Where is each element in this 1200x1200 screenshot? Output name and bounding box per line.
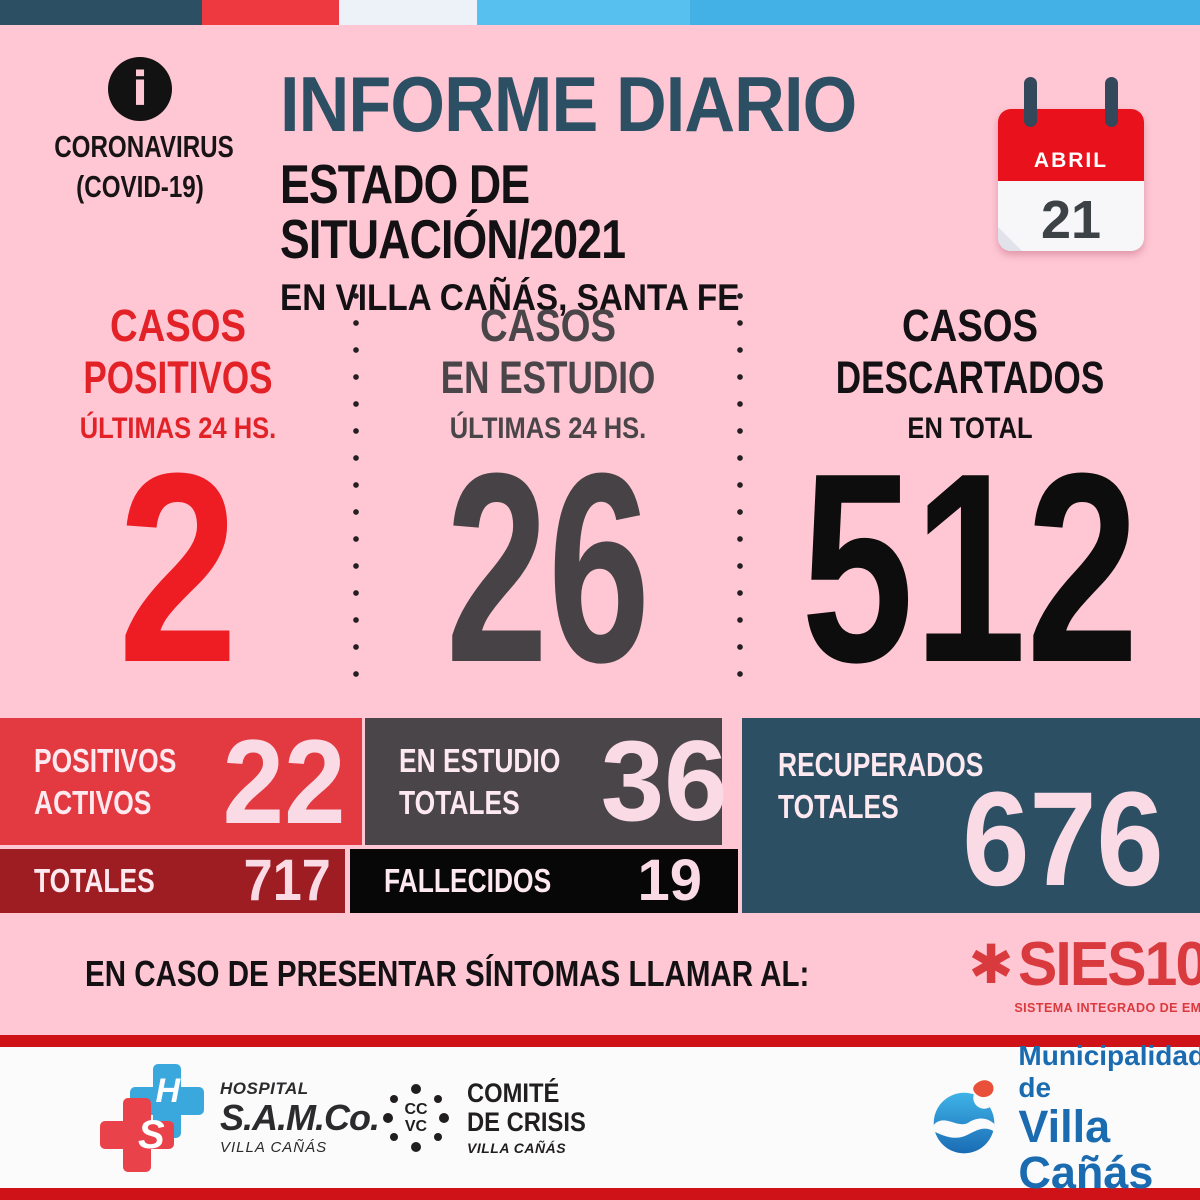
hospital-text: HOSPITAL S.A.M.Co. VILLA CAÑÁS — [220, 1079, 380, 1156]
municipality-line1: Municipalidad de — [1018, 1039, 1200, 1103]
calendar-folded-corner — [998, 227, 1022, 251]
emergency-call-section: EN CASO DE PRESENTAR SÍNTOMAS LLAMAR AL:… — [0, 913, 1200, 1035]
case-title-line2: POSITIVOS — [83, 352, 273, 404]
comite-monogram-bottom: VC — [405, 1118, 428, 1135]
dotted-divider-left — [353, 293, 359, 695]
box-en-estudio-totales: EN ESTUDIO TOTALES 36 — [365, 718, 728, 845]
label-line2: TOTALES — [778, 787, 899, 825]
report-title: INFORME DIARIO — [280, 60, 857, 148]
box-positivos-activos: POSITIVOS ACTIVOS 22 — [0, 718, 362, 845]
comite-de-crisis-logo: CC VC COMITÉ DE CRISIS VILLA CAÑÁS — [379, 1077, 927, 1157]
case-title-line1: CASOS — [479, 300, 617, 351]
hospital-line1: HOSPITAL — [220, 1079, 309, 1099]
label-line1: RECUPERADOS — [778, 746, 984, 783]
hospital-line3: VILLA CAÑÁS — [220, 1138, 328, 1156]
info-icon-glyph: i — [132, 62, 148, 116]
calendar-icon: ABRIL 21 — [998, 53, 1144, 251]
box-label: FALLECIDOS — [384, 862, 552, 900]
case-subtitle: EN TOTAL — [907, 412, 1033, 446]
calendar-day: 21 — [1040, 190, 1102, 250]
report-subtitle: ESTADO DE SITUACIÓN/2021 — [280, 153, 626, 270]
box-label: TOTALES — [34, 862, 155, 900]
label-line1: POSITIVOS — [34, 741, 177, 779]
case-card-descartados: CASOS DESCARTADOS EN TOTAL 512 — [740, 270, 1200, 718]
daily-cases-section: CASOS POSITIVOS ÚLTIMAS 24 HS. 2 CASOS E… — [0, 270, 1200, 718]
hospital-cross-icon: H S — [100, 1063, 204, 1172]
sies-107-logo: ✱ SIES107 SISTEMA INTEGRADO DE EMERGENCI… — [968, 929, 1200, 1015]
municipality-swoosh-icon — [933, 1079, 996, 1153]
box-positivos-totales: TOTALES 717 — [0, 849, 345, 913]
top-color-stripe — [0, 0, 1200, 25]
case-value: 2 — [117, 418, 239, 720]
totals-band: POSITIVOS ACTIVOS 22 TOTALES 717 EN ESTU… — [0, 718, 1200, 913]
case-title-line1: CASOS — [901, 300, 1039, 351]
calendar-pin-right — [1105, 77, 1118, 127]
label-line2: ACTIVOS — [34, 783, 152, 821]
footer: H S HOSPITAL S.A.M.Co. VILLA CAÑÁS — [0, 1035, 1200, 1200]
hospital-monogram-h: H — [155, 1071, 180, 1110]
comite-monogram-top: CC — [404, 1101, 428, 1118]
box-label: EN ESTUDIO TOTALES — [399, 740, 560, 823]
calendar-pin-left — [1024, 77, 1037, 127]
header: i CORONAVIRUS (COVID-19) INFORME DIARIO … — [0, 25, 1200, 316]
coronavirus-label: CORONAVIRUS — [54, 129, 234, 164]
box-recuperados-totales: RECUPERADOS TOTALES 676 — [742, 718, 1200, 913]
stripe-segment-white — [339, 0, 477, 25]
comite-line1: COMITÉ — [467, 1077, 560, 1108]
box-value: 36 — [600, 717, 728, 845]
hospital-monogram-s: S — [138, 1112, 165, 1157]
info-icon: i — [108, 57, 172, 121]
case-value: 26 — [445, 418, 651, 720]
label-line1: EN ESTUDIO — [399, 741, 561, 779]
municipality-logo: Municipalidad de Villa Cañás — [927, 1040, 1200, 1196]
case-card-en-estudio: CASOS EN ESTUDIO ÚLTIMAS 24 HS. 26 — [356, 270, 740, 718]
case-value: 512 — [801, 418, 1139, 720]
comite-dots-icon: CC VC — [383, 1083, 449, 1152]
red-cross-shape — [100, 1097, 174, 1172]
star-of-life-icon: ✱ — [968, 932, 1014, 996]
case-subtitle: ÚLTIMAS 24 HS. — [79, 412, 277, 446]
calendar-month: ABRIL — [1033, 149, 1109, 172]
sies-brand: SIES107 — [1017, 929, 1200, 999]
case-title-line2: EN ESTUDIO — [440, 352, 656, 404]
comite-text: COMITÉ DE CRISIS VILLA CAÑÁS — [467, 1077, 927, 1157]
calendar-body: ABRIL 21 — [998, 109, 1144, 251]
calendar-day-area: 21 — [998, 181, 1144, 251]
box-value: 717 — [243, 848, 331, 913]
case-title-line1: CASOS — [109, 300, 247, 351]
case-subtitle: ÚLTIMAS 24 HS. — [449, 412, 647, 446]
municipality-text: Municipalidad de Villa Cañás — [1018, 1040, 1200, 1196]
calendar-month-strip: ABRIL — [998, 109, 1144, 181]
dotted-divider-right — [737, 293, 743, 695]
stripe-segment-teal — [0, 0, 202, 25]
box-value: 22 — [222, 714, 346, 849]
case-card-positivos: CASOS POSITIVOS ÚLTIMAS 24 HS. 2 — [0, 270, 356, 718]
coronavirus-badge: i CORONAVIRUS (COVID-19) — [30, 57, 250, 205]
covid-label: (COVID-19) — [76, 169, 204, 204]
comite-line3: VILLA CAÑÁS — [467, 1140, 567, 1157]
box-value: 19 — [637, 848, 702, 913]
box-fallecidos: FALLECIDOS 19 — [350, 849, 738, 913]
stripe-segment-blue — [690, 0, 1200, 25]
stripe-segment-red — [202, 0, 339, 25]
box-label: RECUPERADOS TOTALES — [778, 744, 983, 827]
emergency-message: EN CASO DE PRESENTAR SÍNTOMAS LLAMAR AL: — [85, 953, 810, 994]
comite-line2: DE CRISIS — [467, 1107, 586, 1137]
hospital-samco-logo: H S HOSPITAL S.A.M.Co. VILLA CAÑÁS — [100, 1063, 380, 1172]
report-titles: INFORME DIARIO ESTADO DE SITUACIÓN/2021 … — [280, 65, 960, 316]
municipality-line2: Villa Cañás — [1018, 1100, 1154, 1198]
stripe-segment-lightblue — [477, 0, 690, 25]
case-title-line2: DESCARTADOS — [835, 352, 1105, 404]
box-value: 676 — [962, 765, 1164, 914]
hospital-line2: S.A.M.Co. — [220, 1097, 380, 1139]
box-label: POSITIVOS ACTIVOS — [34, 740, 176, 823]
label-line2: TOTALES — [399, 783, 520, 821]
sies-tagline: SISTEMA INTEGRADO DE EMERGENCIAS SANITAR… — [1014, 1000, 1200, 1015]
sies-logo-top: ✱ SIES107 — [968, 929, 1200, 999]
